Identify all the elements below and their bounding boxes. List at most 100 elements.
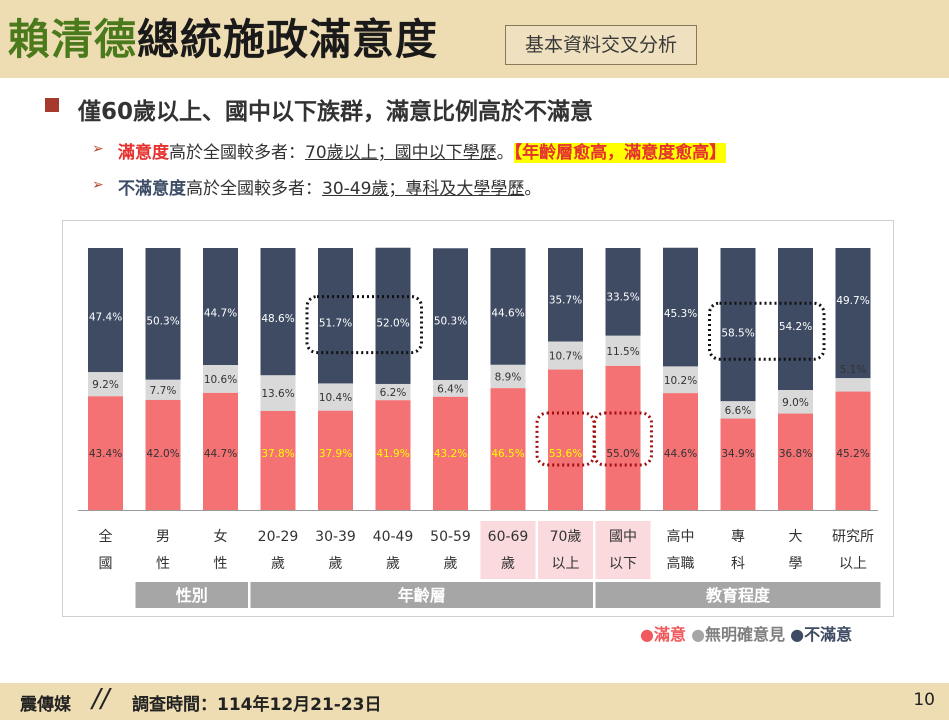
label-neutral: 8.9%: [495, 372, 522, 384]
bar-neutral: [548, 341, 583, 370]
label-dissatisfied: 35.7%: [549, 294, 582, 306]
bar-satisfied: [433, 396, 468, 510]
bar-satisfied: [260, 410, 296, 510]
category-label: 專: [731, 529, 745, 545]
label-satisfied: 37.8%: [261, 448, 294, 460]
bar-satisfied: [375, 400, 411, 510]
bar-satisfied: [145, 399, 181, 510]
bullet1-highlight: 【年齡層愈高，滿意度愈高】: [513, 143, 727, 163]
category-label: 歲: [271, 556, 285, 572]
category-label: 國中: [609, 529, 637, 545]
label-satisfied: 43.4%: [89, 448, 122, 460]
label-satisfied: 42.0%: [146, 448, 179, 460]
category-label: 女: [214, 528, 228, 545]
category-label: 國: [99, 556, 113, 572]
bar-neutral: [835, 378, 871, 392]
survey-time: 調查時間：114年12月21-23日: [132, 695, 382, 715]
category-highlight: [480, 521, 536, 579]
group-label-bar: [135, 582, 248, 608]
bullet-square-icon: [45, 98, 59, 112]
bar-dissatisfied: [203, 248, 238, 366]
bar-satisfied: [605, 365, 641, 510]
bar-neutral: [663, 366, 698, 394]
category-highlight: [595, 521, 651, 579]
bullet1-term: 滿意度: [118, 143, 169, 163]
label-dissatisfied: 54.2%: [779, 321, 812, 333]
category-label: 歲: [329, 556, 343, 572]
bullet2-groups: 30-49歲；專科及大學學歷: [322, 179, 525, 199]
legend-label-neutral: 無明確意見: [705, 625, 786, 644]
bar-neutral: [490, 364, 526, 389]
bar-satisfied: [490, 388, 526, 510]
chart-panel: 43.4% 9.2% 47.4% 42.0% 7.7% 50.3% 44.7% 10.6% 44…: [62, 220, 894, 617]
label-neutral: 10.6%: [204, 374, 237, 386]
bar-satisfied: [203, 392, 238, 510]
chart-legend: ●滿意 ●無明確意見 ●不滿意: [640, 621, 852, 645]
group-label-bar: [595, 582, 881, 608]
bar-dissatisfied: [720, 248, 756, 402]
category-label: 30-39: [315, 529, 356, 545]
category-label: 歲: [386, 556, 400, 572]
label-neutral: 10.7%: [549, 351, 582, 363]
label-dissatisfied: 50.3%: [434, 316, 467, 328]
category-label: 男: [156, 529, 170, 545]
headline: 僅60歲以上、國中以下族群，滿意比例高於不滿意: [78, 99, 594, 125]
label-dissatisfied: 33.5%: [606, 291, 639, 303]
label-satisfied: 37.9%: [319, 448, 352, 460]
category-label: 研究所: [832, 529, 874, 545]
bar-dissatisfied: [375, 247, 411, 384]
bar-neutral: [203, 365, 238, 393]
bullet2-text2: 。: [524, 179, 542, 199]
group-label-bar: [250, 582, 593, 608]
bar-satisfied: [318, 410, 353, 510]
stacked-bar-chart: 43.4% 9.2% 47.4% 42.0% 7.7% 50.3% 44.7% 10.6% 44…: [78, 247, 881, 608]
label-satisfied: 53.6%: [549, 448, 582, 460]
bar-satisfied: [720, 418, 756, 510]
bar-neutral: [605, 335, 641, 366]
label-dissatisfied: 44.6%: [491, 307, 524, 319]
group-label: 教育程度: [706, 586, 771, 605]
bar-neutral: [375, 383, 411, 401]
label-neutral: 13.6%: [261, 388, 294, 400]
label-dissatisfied: 58.5%: [721, 327, 754, 339]
bar-neutral: [260, 375, 296, 411]
label-satisfied: 41.9%: [376, 448, 409, 460]
category-label: 歲: [444, 556, 458, 572]
category-label: 性: [156, 556, 170, 572]
bar-dissatisfied: [88, 248, 123, 373]
category-label: 以上: [839, 556, 867, 572]
category-highlight: [538, 521, 593, 579]
header-bar: [0, 0, 949, 78]
label-satisfied: 44.6%: [664, 448, 697, 460]
label-neutral: 9.2%: [92, 379, 119, 391]
page-title: 賴清德總統施政滿意度: [8, 6, 438, 67]
bar-dissatisfied: [145, 248, 181, 380]
category-label: 大: [789, 529, 803, 545]
label-dissatisfied: 48.6%: [261, 313, 294, 325]
bullet1-text1: 高於全國較多者：: [169, 143, 305, 163]
category-label: 全: [99, 528, 113, 545]
bar-neutral: [318, 383, 353, 411]
category-label: 性: [214, 556, 228, 572]
category-label: 科: [731, 556, 745, 572]
category-label: 歲: [501, 556, 515, 572]
bar-dissatisfied: [433, 248, 468, 381]
group-label: 年齡層: [398, 586, 446, 605]
bullet2-term: 不滿意度: [118, 179, 186, 199]
footer-bar: [0, 683, 949, 720]
label-neutral: 7.7%: [150, 385, 177, 397]
legend-label-satisfied: 滿意: [653, 625, 686, 644]
arrow-icon: ➢: [92, 141, 104, 157]
label-neutral: 6.4%: [437, 383, 464, 395]
bullet-satisfied: 滿意度高於全國較多者：70歲以上；國中以下學歷。【年齡層愈高，滿意度愈高】: [118, 138, 727, 163]
label-satisfied: 43.2%: [434, 448, 467, 460]
legend-dot-icon: ●: [640, 625, 654, 644]
label-dissatisfied: 45.3%: [664, 308, 697, 320]
title-rest: 總統施政滿意度: [137, 15, 439, 64]
category-label: 以上: [552, 556, 580, 572]
bar-satisfied: [778, 413, 813, 510]
bar-neutral: [720, 401, 756, 419]
label-dissatisfied: 50.3%: [146, 315, 179, 327]
bar-dissatisfied: [835, 248, 871, 379]
label-dissatisfied: 51.7%: [319, 317, 352, 329]
